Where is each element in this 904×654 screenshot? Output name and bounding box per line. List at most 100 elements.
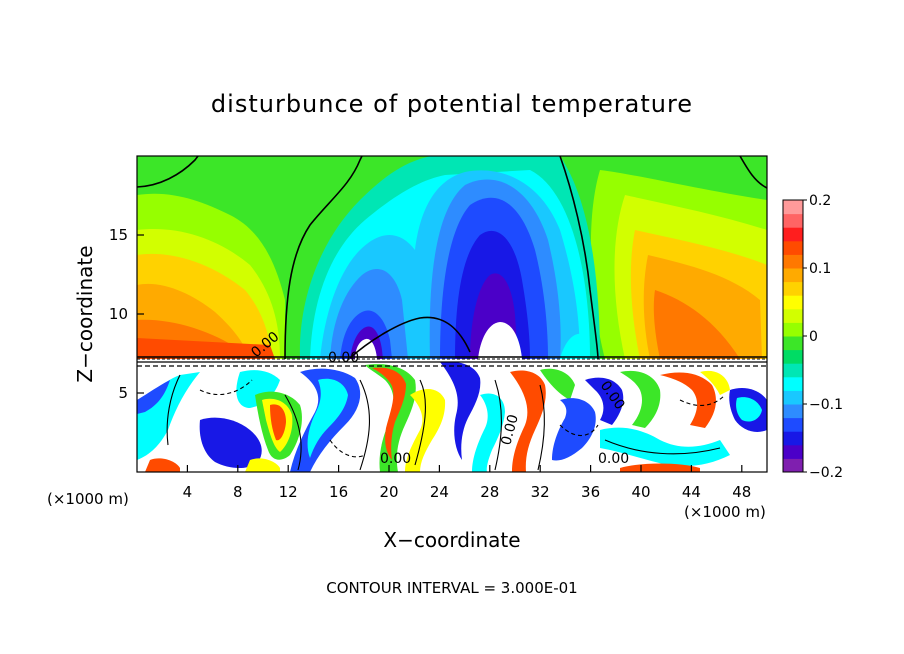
colorbar-swatch	[783, 349, 803, 364]
colorbar-swatch	[783, 404, 803, 419]
field-band	[137, 380, 170, 414]
colorbar-swatch	[783, 295, 803, 310]
colorbar	[783, 200, 803, 473]
x-tick-label: 16	[329, 483, 348, 501]
colorbar-swatch	[783, 417, 803, 432]
field-band	[620, 370, 661, 428]
field-band	[145, 458, 180, 472]
field-band	[510, 370, 546, 472]
chart-title: disturbunce of potential temperature	[211, 90, 693, 118]
y-axis: 5 10 15	[109, 226, 144, 402]
contour-label: 0.00	[498, 413, 522, 447]
field-band	[307, 378, 348, 458]
colorbar-swatch	[783, 390, 803, 405]
y-axis-label: Z−coordinate	[73, 245, 97, 382]
colorbar-swatch	[783, 431, 803, 446]
x-tick-label: 4	[183, 483, 193, 501]
field-band	[700, 370, 730, 395]
y-tick-label: 15	[109, 226, 128, 244]
x-tick-label: 24	[430, 483, 449, 501]
field-band	[472, 393, 505, 472]
contour-line	[284, 156, 363, 360]
field-band	[585, 377, 624, 425]
field-band	[620, 463, 700, 472]
contour-label: 0.00	[598, 451, 629, 467]
field-band	[355, 338, 377, 359]
y-tick-label: 5	[118, 384, 128, 402]
field-band	[137, 338, 275, 359]
contour-interval-note: CONTOUR INTERVAL = 3.000E-01	[326, 579, 577, 597]
contour-line	[739, 156, 767, 189]
colorbar-swatch	[783, 376, 803, 391]
contour-line	[199, 379, 253, 395]
field-band	[660, 372, 716, 428]
plot-area	[137, 156, 767, 472]
contour-line	[559, 156, 599, 360]
field-band	[236, 370, 280, 408]
contour-label: 0.00	[380, 451, 411, 467]
field-band	[440, 361, 481, 460]
turbulent-layer	[137, 359, 767, 472]
x-tick-label: 32	[531, 483, 550, 501]
x-unit-right: (×1000 m)	[684, 503, 766, 521]
contour-line	[537, 384, 546, 471]
contour-line	[604, 439, 721, 455]
colorbar-swatch	[783, 200, 803, 215]
x-tick-label: 8	[233, 483, 243, 501]
colorbar-axis: −0.2 −0.1 0 0.1 0.2	[803, 193, 843, 481]
colorbar-swatch	[783, 363, 803, 378]
contour-line	[166, 374, 181, 446]
x-tick-label: 44	[682, 483, 701, 501]
contour-line	[414, 379, 426, 466]
field-band	[245, 458, 280, 472]
contour-line	[284, 394, 302, 471]
x-tick-label: 28	[480, 483, 499, 501]
field-band	[736, 397, 762, 422]
colorbar-tick-label: 0	[809, 329, 818, 345]
colorbar-swatch	[783, 336, 803, 351]
field-band	[540, 368, 575, 400]
contour-line	[359, 379, 370, 471]
x-tick-label: 48	[732, 483, 751, 501]
contour-line	[137, 156, 199, 188]
contour-line	[329, 439, 366, 458]
contour-line	[349, 316, 471, 359]
colorbar-swatch	[783, 281, 803, 296]
field-band	[405, 388, 446, 472]
field-band	[552, 398, 596, 461]
colorbar-swatch	[783, 322, 803, 337]
colorbar-swatch	[783, 254, 803, 269]
colorbar-tick-label: 0.2	[809, 193, 831, 209]
field-band	[560, 333, 590, 359]
field-band	[270, 404, 286, 441]
x-tick-label: 36	[581, 483, 600, 501]
x-axis: 4 8 12 16 20 24 28 32 36 40 44 48	[183, 465, 751, 501]
contour-line	[679, 394, 726, 406]
colorbar-swatch	[783, 213, 803, 228]
colorbar-tick-label: 0.1	[809, 261, 831, 277]
x-tick-label: 12	[279, 483, 298, 501]
field-band	[199, 417, 262, 468]
contour-line	[494, 379, 502, 471]
x-tick-label: 40	[631, 483, 650, 501]
field-band	[653, 290, 740, 359]
y-tick-label: 10	[109, 305, 128, 323]
colorbar-swatch	[783, 308, 803, 323]
colorbar-swatch	[783, 268, 803, 283]
x-tick-label: 20	[379, 483, 398, 501]
colorbar-swatch	[783, 444, 803, 459]
colorbar-tick-label: −0.2	[809, 465, 843, 481]
colorbar-swatch	[783, 227, 803, 242]
field-band	[478, 322, 522, 359]
colorbar-tick-label: −0.1	[809, 397, 843, 413]
colorbar-swatch	[783, 458, 803, 473]
contour-label: 0.00	[328, 350, 359, 366]
x-axis-label: X−coordinate	[383, 528, 520, 552]
field-band	[600, 427, 730, 467]
field-band	[372, 367, 406, 460]
contour-line	[559, 424, 599, 437]
colorbar-swatch	[783, 240, 803, 255]
x-unit-left: (×1000 m)	[47, 490, 129, 508]
